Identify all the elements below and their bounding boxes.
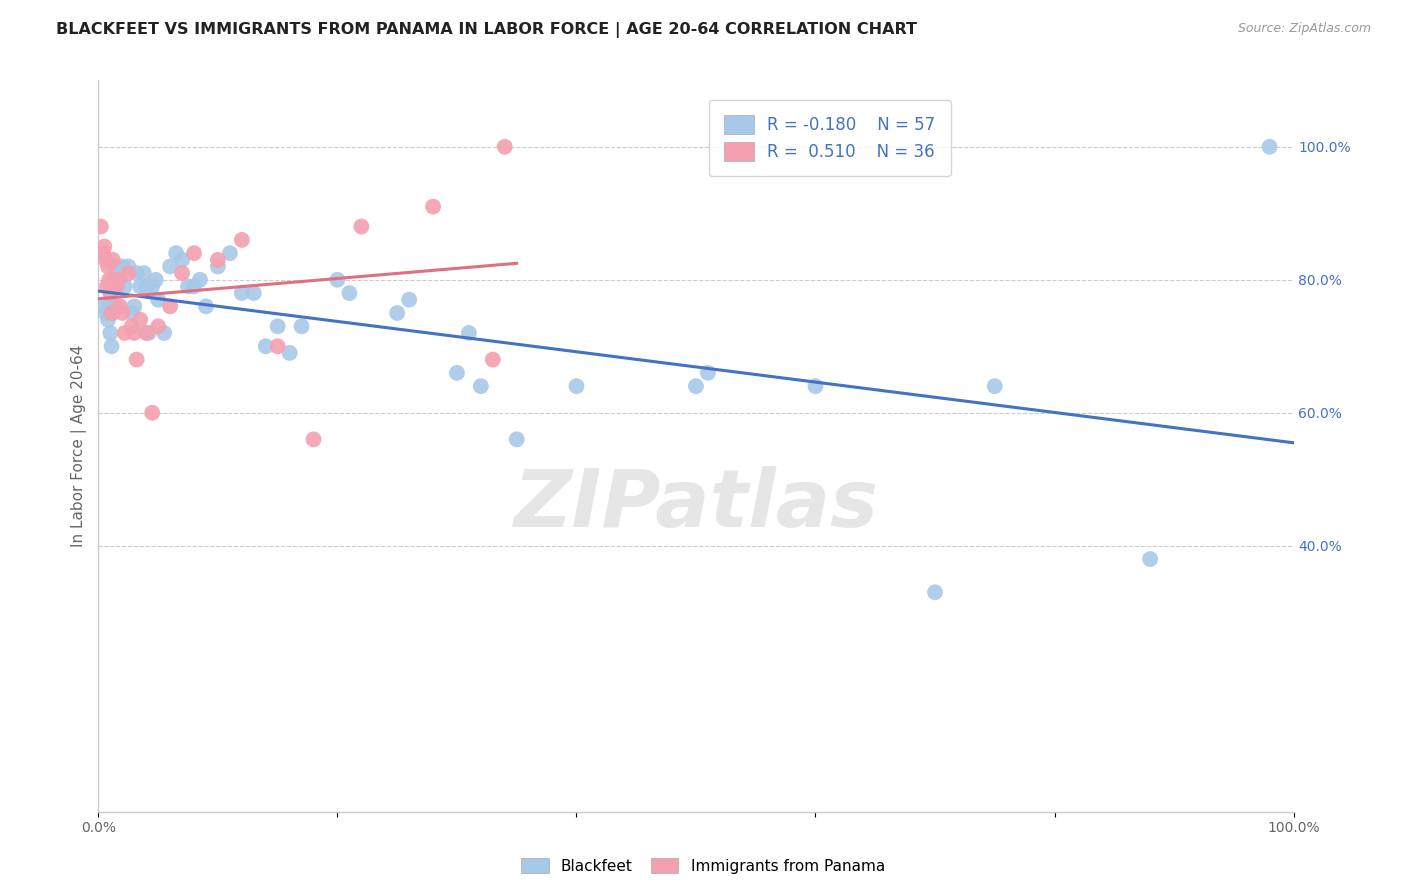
- Point: [697, 366, 720, 380]
- Text: Source: ZipAtlas.com: Source: ZipAtlas.com: [1237, 22, 1371, 36]
- Point: [125, 266, 148, 280]
- Point: [254, 339, 277, 353]
- Point: [96, 279, 118, 293]
- Point: [104, 260, 127, 274]
- Point: [94, 252, 117, 267]
- Point: [339, 286, 361, 301]
- Point: [446, 366, 468, 380]
- Legend: Blackfeet, Immigrants from Panama: Blackfeet, Immigrants from Panama: [515, 852, 891, 880]
- Point: [114, 326, 136, 340]
- Point: [172, 252, 194, 267]
- Point: [1139, 552, 1161, 566]
- Point: [183, 246, 205, 260]
- Point: [124, 299, 146, 313]
- Point: [98, 286, 122, 301]
- Point: [458, 326, 481, 340]
- Y-axis label: In Labor Force | Age 20-64: In Labor Force | Age 20-64: [72, 345, 87, 547]
- Point: [111, 306, 134, 320]
- Point: [165, 246, 187, 260]
- Point: [207, 252, 229, 267]
- Point: [326, 273, 349, 287]
- Point: [984, 379, 1007, 393]
- Point: [141, 406, 163, 420]
- Point: [97, 260, 120, 274]
- Point: [125, 352, 148, 367]
- Point: [108, 299, 131, 313]
- Point: [231, 286, 253, 301]
- Point: [207, 260, 229, 274]
- Point: [398, 293, 420, 307]
- Point: [121, 319, 143, 334]
- Point: [107, 273, 129, 287]
- Point: [114, 279, 136, 293]
- Point: [243, 286, 266, 301]
- Point: [132, 266, 155, 280]
- Point: [98, 326, 122, 340]
- Point: [267, 339, 290, 353]
- Point: [804, 379, 827, 393]
- Point: [97, 312, 120, 326]
- Point: [267, 319, 290, 334]
- Point: [103, 273, 125, 287]
- Point: [385, 306, 409, 320]
- Point: [129, 279, 152, 293]
- Point: [148, 293, 170, 307]
- Point: [129, 312, 152, 326]
- Point: [105, 299, 128, 313]
- Point: [91, 299, 114, 313]
- Point: [153, 326, 176, 340]
- Point: [105, 279, 128, 293]
- Point: [148, 319, 170, 334]
- Point: [103, 273, 125, 287]
- Point: [924, 585, 946, 599]
- Point: [494, 140, 516, 154]
- Point: [94, 306, 117, 320]
- Point: [159, 299, 181, 313]
- Point: [422, 200, 444, 214]
- Point: [685, 379, 707, 393]
- Text: BLACKFEET VS IMMIGRANTS FROM PANAMA IN LABOR FORCE | AGE 20-64 CORRELATION CHART: BLACKFEET VS IMMIGRANTS FROM PANAMA IN L…: [56, 22, 917, 38]
- Legend: R = -0.180    N = 57, R =  0.510    N = 36: R = -0.180 N = 57, R = 0.510 N = 36: [709, 100, 950, 177]
- Point: [302, 433, 325, 447]
- Point: [219, 246, 242, 260]
- Point: [565, 379, 588, 393]
- Point: [91, 246, 114, 260]
- Point: [107, 279, 129, 293]
- Point: [138, 326, 160, 340]
- Point: [350, 219, 373, 234]
- Point: [117, 266, 139, 280]
- Point: [231, 233, 253, 247]
- Point: [470, 379, 492, 393]
- Point: [172, 266, 194, 280]
- Point: [98, 299, 121, 313]
- Point: [506, 433, 529, 447]
- Point: [1258, 140, 1281, 154]
- Point: [108, 273, 131, 287]
- Point: [124, 326, 146, 340]
- Point: [278, 346, 301, 360]
- Point: [481, 352, 505, 367]
- Point: [121, 306, 143, 320]
- Point: [104, 279, 127, 293]
- Point: [159, 260, 181, 274]
- Point: [135, 326, 157, 340]
- Text: ZIPatlas: ZIPatlas: [513, 466, 879, 543]
- Point: [101, 252, 124, 267]
- Point: [145, 273, 167, 287]
- Point: [100, 306, 122, 320]
- Point: [135, 279, 157, 293]
- Point: [177, 279, 200, 293]
- Point: [111, 260, 134, 274]
- Point: [100, 339, 122, 353]
- Point: [188, 273, 211, 287]
- Point: [195, 299, 218, 313]
- Point: [183, 279, 205, 293]
- Point: [117, 260, 139, 274]
- Point: [90, 219, 112, 234]
- Point: [101, 306, 124, 320]
- Point: [93, 239, 115, 253]
- Point: [291, 319, 314, 334]
- Point: [141, 279, 163, 293]
- Point: [98, 273, 121, 287]
